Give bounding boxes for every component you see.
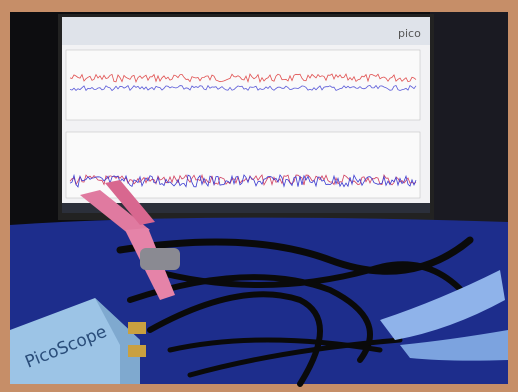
page: pico PicoScope (() => { const data = JSO… — [0, 0, 518, 392]
toolbar — [62, 17, 430, 45]
dark-right — [430, 12, 508, 232]
screen-logo: pico — [398, 27, 421, 40]
upper-panel — [66, 50, 420, 120]
photo: pico PicoScope — [0, 0, 518, 392]
